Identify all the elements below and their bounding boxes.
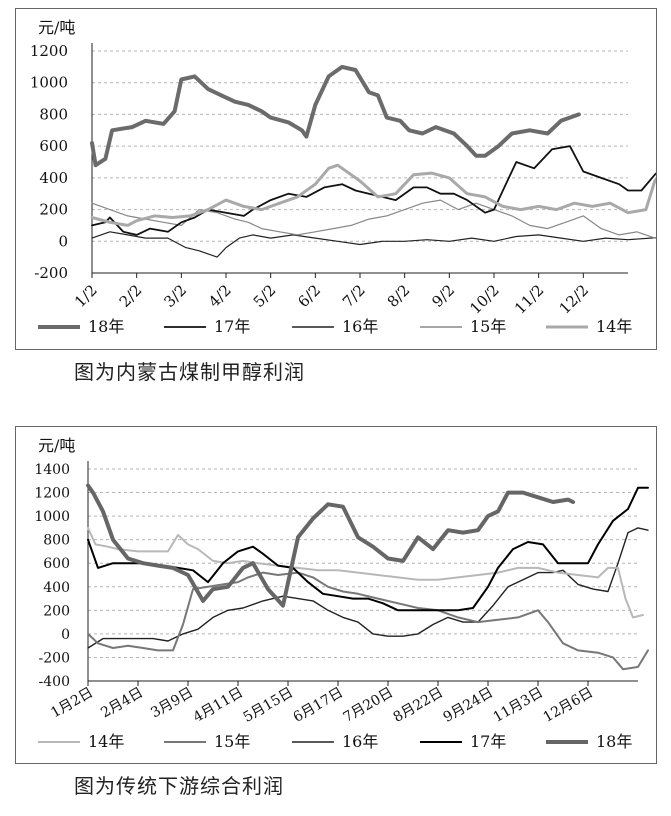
legend-label: 14年 <box>596 317 632 336</box>
x-tick-label: 5月15日 <box>241 685 296 726</box>
x-tick-label: 2/2 <box>116 281 146 311</box>
y-tick-label: 1000 <box>30 74 68 92</box>
series-line-18年 <box>90 64 581 168</box>
unit-label: 元/吨 <box>38 436 75 455</box>
legend-label: 15年 <box>214 732 250 751</box>
x-tick-label: 12月6日 <box>541 685 596 726</box>
x-tick-label: 8/2 <box>384 281 414 311</box>
x-tick-label: 3/2 <box>160 281 190 311</box>
legend-label: 16年 <box>342 732 378 751</box>
series-line-17年 <box>91 145 656 236</box>
x-tick-label: 11/2 <box>511 281 548 318</box>
legend-label: 16年 <box>342 317 378 336</box>
legend-label: 18年 <box>596 732 632 751</box>
chart-downstream-profit: 元/吨 -400 -200 0 200 400 600 800 1000 1200 1400 1月2日… <box>34 436 649 751</box>
y-tick-label: 1400 <box>34 462 70 478</box>
x-tick-label: 5/2 <box>250 281 280 311</box>
y-tick-label: -400 <box>39 674 70 690</box>
series-line-18年 <box>86 483 575 608</box>
chart-caption: 图为传统下游综合利润 <box>74 774 284 798</box>
y-tick-label: 400 <box>43 580 70 596</box>
y-tick-label: 0 <box>58 232 68 250</box>
y-tick-label: 200 <box>43 603 70 619</box>
x-tick-label: 8月22日 <box>391 685 446 726</box>
x-tick-label: 12/2 <box>556 281 593 318</box>
y-tick-label: 800 <box>39 105 68 123</box>
x-tick-label: 6/2 <box>294 281 324 311</box>
x-tick-label: 2月4日 <box>98 685 146 722</box>
x-tick-label: 10/2 <box>466 281 503 318</box>
series-line-14年 <box>87 526 644 619</box>
y-tick-label: -200 <box>39 650 70 666</box>
y-tick-label: 1200 <box>34 486 70 502</box>
x-tick-label: 7/2 <box>339 281 369 311</box>
x-tick-label: 4月11日 <box>191 685 246 726</box>
x-tick-label: 1/2 <box>71 281 101 311</box>
chart-caption: 图为内蒙古煤制甲醇利润 <box>74 360 305 384</box>
chart-panel-methanol-profit: 元/吨 -200 0 200 400 600 800 1000 1200 1/2 2/2 3/2 4/2… <box>15 8 657 350</box>
x-tick-label: 7月20日 <box>341 685 396 726</box>
y-tick-label: 400 <box>39 169 68 187</box>
series-line-14年 <box>90 163 656 227</box>
chart-methanol-profit: 元/吨 -200 0 200 400 600 800 1000 1200 1/2 2/2 3/2 4/2… <box>30 18 656 336</box>
legend-label: 17年 <box>214 317 250 336</box>
legend-label: 18年 <box>88 317 124 336</box>
legend-label: 14年 <box>88 732 124 751</box>
x-tick-label: 3月9日 <box>148 685 196 722</box>
series-line-15年 <box>87 571 649 671</box>
unit-label: 元/吨 <box>38 18 75 37</box>
x-tick-label: 11月3日 <box>491 685 546 726</box>
y-tick-label: 600 <box>39 137 68 155</box>
legend-label: 15年 <box>470 317 506 336</box>
y-tick-label: 200 <box>39 201 68 219</box>
x-tick-label: 9/2 <box>428 281 458 311</box>
series-line-17年 <box>87 486 649 612</box>
legend-label: 17年 <box>470 732 506 751</box>
x-tick-label: 1月2日 <box>48 685 96 722</box>
series-line-16年 <box>87 527 649 649</box>
y-tick-label: -200 <box>34 264 68 282</box>
series-line-16年 <box>91 231 656 258</box>
y-tick-label: 1200 <box>30 42 68 60</box>
x-tick-label: 6月17日 <box>291 685 346 726</box>
y-tick-label: 0 <box>61 627 70 643</box>
y-tick-label: 1000 <box>34 509 70 525</box>
x-tick-label: 9月24日 <box>441 685 496 726</box>
y-tick-label: 600 <box>43 556 70 572</box>
y-tick-label: 800 <box>43 533 70 549</box>
chart-panel-downstream-profit: 元/吨 -400 -200 0 200 400 600 800 1000 1200 1400 1月2日… <box>15 426 657 764</box>
x-tick-label: 4/2 <box>205 281 235 311</box>
